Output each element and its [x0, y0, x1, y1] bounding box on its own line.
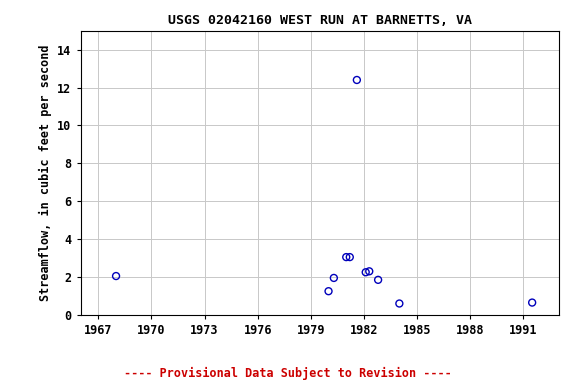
Point [528, 300, 537, 306]
Point [111, 273, 120, 279]
Point [361, 269, 370, 275]
Point [395, 300, 404, 306]
Point [329, 275, 339, 281]
Y-axis label: Streamflow, in cubic feet per second: Streamflow, in cubic feet per second [39, 45, 52, 301]
Point [342, 254, 351, 260]
Text: ---- Provisional Data Subject to Revision ----: ---- Provisional Data Subject to Revisio… [124, 367, 452, 380]
Point [345, 254, 354, 260]
Point [324, 288, 333, 294]
Point [353, 77, 362, 83]
Title: USGS 02042160 WEST RUN AT BARNETTS, VA: USGS 02042160 WEST RUN AT BARNETTS, VA [168, 14, 472, 27]
Point [373, 277, 382, 283]
Point [365, 268, 374, 275]
